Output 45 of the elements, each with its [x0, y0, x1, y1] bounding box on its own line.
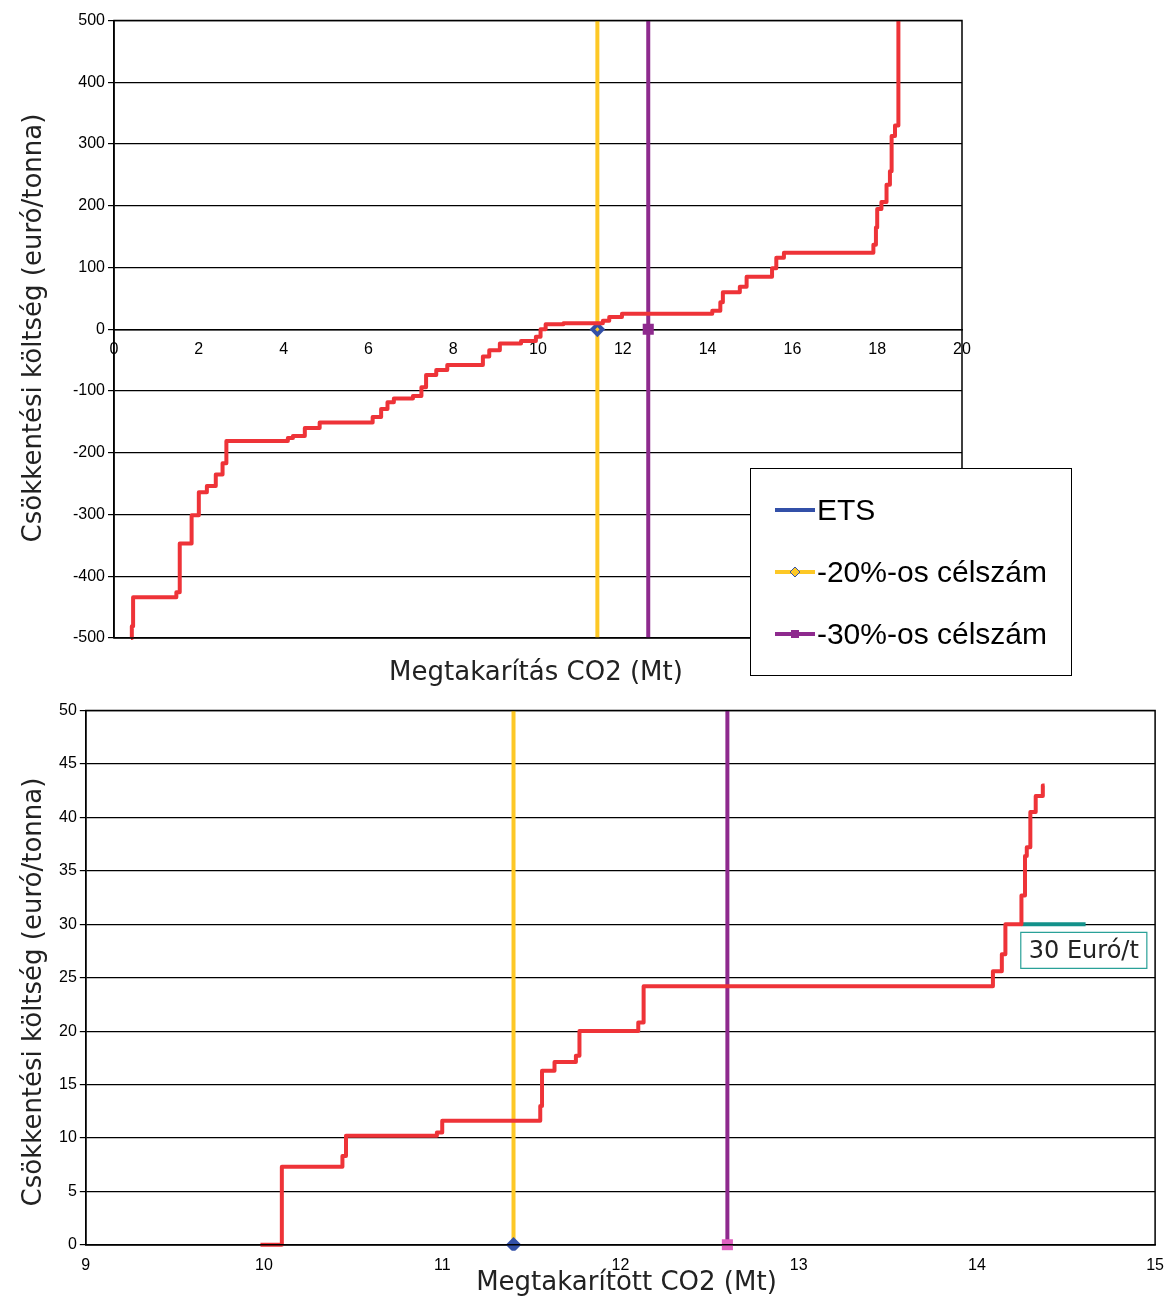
y-tick-label: 200: [78, 196, 106, 214]
y-tick-label: 50: [59, 701, 77, 719]
x-tick-label: 8: [448, 340, 458, 358]
x-tick-label: 2: [194, 340, 204, 358]
x-tick-label: 18: [868, 340, 887, 358]
x-tick-label: 14: [967, 1255, 986, 1273]
y-tick-label: 25: [59, 968, 77, 986]
x-tick-label: 14: [698, 340, 717, 358]
x-tick-label: 12: [611, 1255, 630, 1273]
y-axis-title: Csökkentési költség (euró/tonna): [17, 777, 47, 1207]
y-tick-label: -100: [72, 381, 106, 399]
y-tick-label: 0: [67, 1235, 77, 1253]
y-tick-label: 10: [59, 1128, 77, 1146]
y-tick-label: 5: [67, 1181, 77, 1199]
y-tick-label: -200: [72, 443, 106, 461]
x-tick-label: 15: [1146, 1255, 1165, 1273]
y-tick-label: 20: [59, 1021, 77, 1039]
y-tick-label: 300: [78, 134, 106, 152]
y-tick-label: 40: [59, 807, 77, 825]
legend-label: -20%-os célszám: [816, 555, 1047, 589]
x-tick-label: 10: [529, 340, 548, 358]
y-tick-label: -500: [72, 628, 106, 646]
legend-label: -30%-os célszám: [816, 617, 1047, 651]
x-tick-label: 11: [433, 1255, 451, 1273]
y-tick-label: -400: [72, 566, 106, 584]
y-tick-label: 30: [59, 914, 77, 932]
x-tick-label: 9: [81, 1255, 91, 1273]
x-tick-label: 6: [363, 340, 373, 358]
legend-label: ETS: [816, 493, 876, 527]
y-axis-title: Csökkentési költség (euró/tonna): [17, 113, 47, 543]
x-tick-label: 4: [279, 340, 289, 358]
x-tick-label: 12: [613, 340, 632, 358]
x-tick-label: 10: [255, 1255, 274, 1273]
y-tick-label: 100: [78, 257, 106, 275]
y-tick-label: -300: [72, 504, 106, 522]
x-tick-label: 13: [789, 1255, 808, 1273]
y-tick-label: 400: [78, 72, 106, 90]
x-tick-label: 16: [783, 340, 802, 358]
y-tick-label: 45: [59, 754, 77, 772]
y-tick-label: 500: [78, 11, 106, 29]
y-tick-label: 0: [96, 319, 106, 337]
y-tick-label: 15: [59, 1074, 77, 1092]
x-axis-title: Megtakarítás CO2 (Mt): [388, 656, 684, 686]
annotation: 30 Euró/t: [1028, 935, 1139, 964]
y-tick-label: 35: [59, 861, 77, 879]
